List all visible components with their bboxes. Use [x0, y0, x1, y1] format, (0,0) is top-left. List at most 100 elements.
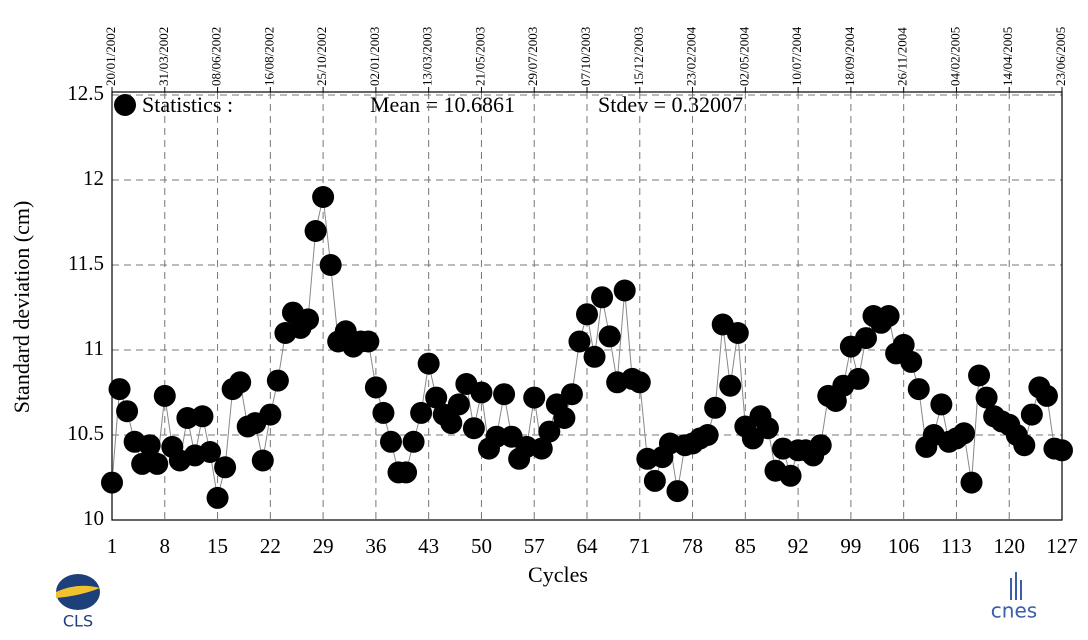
- logo-text: CLS: [63, 612, 93, 631]
- data-point: [892, 333, 915, 356]
- data-point: [493, 383, 516, 406]
- data-point: [960, 471, 983, 494]
- data-point: [364, 376, 387, 399]
- data-point: [643, 469, 666, 492]
- data-point: [628, 371, 651, 394]
- x-tick-label: 113: [941, 534, 972, 558]
- data-point: [462, 417, 485, 440]
- top-date-label: 14/04/2005: [1000, 27, 1015, 86]
- data-point: [538, 420, 561, 443]
- x-tick-label: 1: [107, 534, 118, 558]
- data-point: [930, 393, 953, 416]
- data-point: [440, 412, 463, 435]
- data-point: [756, 417, 779, 440]
- x-tick-label: 78: [682, 534, 703, 558]
- data-point: [523, 386, 546, 409]
- data-point: [952, 422, 975, 445]
- data-point: [485, 425, 508, 448]
- data-point: [809, 434, 832, 457]
- data-point: [907, 378, 930, 401]
- data-point: [553, 407, 576, 429]
- cnes-logo: cnes: [991, 572, 1037, 623]
- top-date-label: 25/10/2002: [314, 27, 329, 86]
- y-axis-label: Standard deviation (cm): [9, 201, 34, 414]
- x-tick-label: 71: [629, 534, 650, 558]
- data-point: [696, 424, 719, 446]
- x-tick-label: 29: [313, 534, 334, 558]
- data-point: [229, 371, 252, 394]
- data-point: [417, 352, 440, 375]
- y-tick-label: 10: [83, 506, 104, 530]
- data-point: [410, 401, 433, 424]
- top-date-label: 18/09/2004: [842, 26, 857, 86]
- data-point: [425, 386, 448, 409]
- top-date-label: 10/07/2004: [789, 26, 804, 86]
- top-date-label: 07/10/2003: [578, 27, 593, 86]
- x-tick-label: 8: [160, 534, 171, 558]
- y-tick-label: 10.5: [67, 421, 104, 445]
- data-point: [131, 452, 154, 475]
- y-tick-label: 12: [83, 166, 104, 190]
- top-date-label: 23/06/2005: [1053, 27, 1068, 86]
- data-point: [319, 254, 342, 276]
- x-tick-label: 22: [260, 534, 281, 558]
- x-tick-label: 99: [840, 534, 861, 558]
- data-point: [576, 303, 598, 326]
- data-point: [251, 449, 274, 472]
- data-point: [395, 461, 418, 484]
- top-date-label: 23/02/2004: [684, 26, 699, 86]
- data-point: [613, 279, 636, 302]
- top-date-label: 26/11/2004: [895, 27, 910, 86]
- y-tick-label: 11: [84, 336, 104, 360]
- top-date-label: 08/06/2002: [209, 27, 224, 86]
- top-date-label: 20/01/2002: [103, 27, 118, 86]
- top-date-label: 02/01/2003: [367, 27, 382, 86]
- cls-logo: CLS: [56, 574, 100, 631]
- data-point: [108, 378, 131, 401]
- y-tick-label: 12.5: [67, 81, 104, 105]
- x-tick-label: 120: [993, 534, 1025, 558]
- data-point: [357, 330, 380, 353]
- x-axis-label: Cycles: [528, 562, 588, 587]
- data-point: [372, 401, 395, 424]
- x-tick-label: 50: [471, 534, 492, 558]
- data-point: [259, 403, 282, 426]
- top-date-label: 04/02/2005: [947, 27, 962, 86]
- top-date-label: 13/03/2003: [420, 27, 435, 86]
- data-point: [877, 305, 900, 327]
- data-point: [138, 434, 161, 457]
- data-point: [214, 456, 237, 479]
- top-date-label: 31/03/2002: [156, 27, 171, 86]
- annotation: Stdev = 0.32007: [598, 92, 743, 117]
- data-point: [199, 441, 222, 463]
- data-point: [583, 345, 606, 368]
- data-point: [719, 374, 742, 397]
- logo-text: cnes: [991, 599, 1037, 623]
- data-point: [470, 381, 493, 404]
- data-point: [206, 486, 229, 509]
- data-point: [153, 384, 176, 407]
- data-point: [402, 430, 425, 453]
- data-point: [304, 220, 327, 242]
- x-tick-label: 43: [418, 534, 439, 558]
- data-point: [779, 464, 802, 487]
- x-tick-label: 92: [788, 534, 809, 558]
- data-point: [191, 405, 214, 428]
- x-tick-label: 15: [207, 534, 228, 558]
- top-date-label: 21/05/2003: [472, 27, 487, 86]
- data-point: [1035, 384, 1058, 407]
- data-point: [379, 430, 402, 453]
- data-point: [447, 393, 470, 416]
- x-tick-label: 127: [1046, 534, 1078, 558]
- x-tick-label: 106: [888, 534, 920, 558]
- data-point: [146, 452, 169, 475]
- data-point: [598, 325, 621, 348]
- data-point: [591, 286, 614, 309]
- data-point: [266, 369, 289, 392]
- top-date-label: 02/05/2004: [736, 26, 751, 86]
- annotation: Mean = 10.6861: [370, 92, 515, 117]
- data-point: [1020, 403, 1043, 426]
- x-tick-label: 57: [524, 534, 545, 558]
- data-point: [1013, 434, 1036, 457]
- top-date-label: 15/12/2003: [631, 27, 646, 86]
